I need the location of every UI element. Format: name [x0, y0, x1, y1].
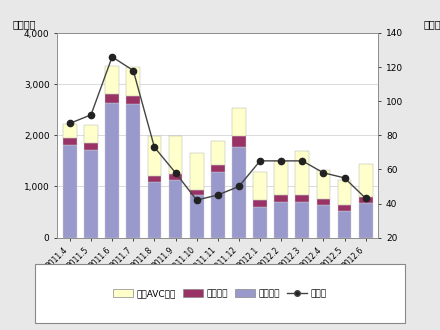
Bar [359, 197, 373, 203]
Bar [274, 195, 288, 202]
Bar [84, 124, 98, 144]
Bar [190, 190, 204, 195]
Bar [295, 150, 309, 195]
Bar [338, 211, 352, 238]
Bar [126, 96, 140, 104]
Bar [211, 165, 225, 172]
Bar [211, 172, 225, 238]
Bar [126, 104, 140, 238]
Bar [359, 164, 373, 197]
Bar [232, 136, 246, 147]
Bar [359, 203, 373, 238]
Bar [232, 147, 246, 238]
Bar [147, 136, 161, 176]
Text: （％）: （％） [423, 19, 440, 29]
Legend: カーAVC機器, 音声機器, 映像機器, 前年比: カーAVC機器, 音声機器, 映像機器, 前年比 [108, 284, 332, 303]
Bar [274, 202, 288, 238]
Bar [63, 124, 77, 138]
Bar [169, 136, 183, 174]
Bar [84, 149, 98, 238]
Bar [295, 202, 309, 238]
Bar [63, 145, 77, 238]
Bar [63, 138, 77, 145]
FancyBboxPatch shape [35, 264, 405, 323]
Bar [169, 180, 183, 238]
Bar [253, 200, 267, 207]
Text: （年・月）: （年・月） [352, 315, 378, 324]
Bar [126, 67, 140, 96]
Bar [317, 205, 330, 238]
Bar [105, 94, 119, 103]
Bar [169, 174, 183, 180]
Bar [105, 66, 119, 94]
Bar [338, 205, 352, 211]
Bar [190, 153, 204, 190]
Bar [211, 142, 225, 165]
Bar [147, 182, 161, 238]
Bar [274, 161, 288, 195]
Bar [317, 199, 330, 205]
Bar [253, 207, 267, 238]
Bar [147, 176, 161, 182]
Bar [232, 108, 246, 136]
Bar [190, 195, 204, 238]
Bar [317, 170, 330, 199]
Bar [105, 103, 119, 238]
Bar [338, 180, 352, 205]
Text: （億円）: （億円） [12, 19, 36, 29]
Bar [295, 195, 309, 202]
Bar [253, 172, 267, 200]
Bar [84, 144, 98, 149]
